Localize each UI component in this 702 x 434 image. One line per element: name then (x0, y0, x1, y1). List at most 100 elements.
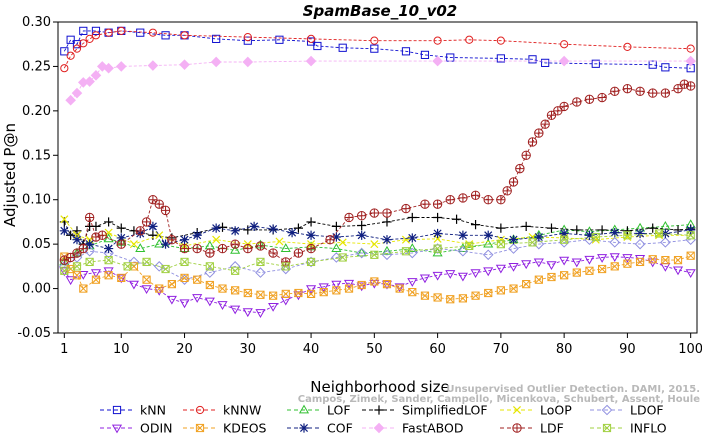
data-point (305, 55, 317, 67)
series-line (63, 255, 691, 300)
y-tick-2: 0.05 (22, 237, 58, 252)
data-point (192, 230, 202, 240)
legend-label: KDEOS (223, 421, 267, 434)
data-point (204, 267, 216, 278)
data-point (180, 273, 189, 283)
data-point (160, 205, 171, 216)
data-point (115, 61, 127, 72)
data-point (66, 51, 75, 60)
data-point (420, 199, 430, 209)
data-point (407, 278, 418, 287)
data-point (407, 212, 417, 223)
data-point (546, 110, 557, 121)
series-kdeos (60, 251, 695, 304)
data-point (230, 244, 241, 254)
data-point (72, 44, 82, 53)
data-point (180, 31, 189, 40)
data-point (306, 217, 316, 227)
data-point (275, 35, 284, 44)
data-point (660, 220, 671, 230)
legend-item-lof: LOF (287, 403, 351, 418)
data-point (395, 284, 404, 293)
data-point (559, 256, 570, 266)
x-tick-60: 60 (429, 333, 446, 357)
data-point (338, 238, 347, 247)
data-point (541, 58, 550, 67)
x-tick-label: 10 (113, 342, 130, 357)
data-point (634, 238, 646, 250)
data-point (160, 239, 171, 249)
data-point (268, 302, 279, 312)
data-point (648, 255, 657, 264)
legend-item-simplifiedlof: SimplifiedLOF (362, 403, 488, 418)
series-line (64, 239, 691, 281)
data-point (572, 225, 582, 235)
y-tick-label: 0.10 (22, 193, 51, 208)
data-point (370, 250, 379, 259)
data-point (104, 271, 113, 280)
series-line (63, 217, 691, 246)
data-point (591, 232, 600, 242)
data-point (370, 44, 379, 53)
data-point (685, 81, 696, 91)
data-point (116, 274, 127, 284)
data-point (117, 26, 126, 35)
data-point (255, 241, 266, 251)
series-ldf (59, 79, 696, 267)
data-point (597, 254, 608, 263)
y-axis-label: Adjusted P@n (1, 123, 19, 227)
y-tick-label: 0.30 (22, 15, 51, 30)
data-point (84, 76, 95, 87)
data-point (496, 240, 505, 249)
data-point (521, 150, 531, 160)
data-point (129, 240, 138, 249)
data-point (90, 70, 102, 81)
data-point (635, 228, 645, 239)
data-point (433, 212, 443, 223)
data-point (496, 286, 505, 295)
y-tick-0: -0.05 (17, 326, 58, 341)
data-point (357, 220, 367, 231)
y-tick-label: 0.25 (22, 59, 51, 74)
data-point (153, 261, 165, 272)
data-point (382, 208, 392, 218)
data-point (141, 217, 152, 227)
data-point (60, 215, 69, 224)
series-fastabod (65, 55, 696, 106)
data-point (243, 33, 252, 42)
data-point (331, 280, 342, 290)
data-point (465, 241, 474, 251)
data-point (256, 257, 265, 267)
data-point (623, 233, 632, 242)
data-point (205, 262, 214, 271)
data-point (528, 55, 537, 64)
data-point (661, 63, 670, 72)
data-point (610, 262, 619, 271)
data-point (432, 271, 443, 281)
data-point (167, 280, 176, 289)
data-point (571, 258, 582, 268)
data-point (72, 226, 82, 236)
data-point (91, 31, 101, 40)
data-point (204, 297, 215, 307)
data-point (560, 271, 569, 280)
data-point (230, 305, 241, 315)
data-point (547, 272, 556, 282)
data-point (591, 235, 600, 244)
data-point (609, 237, 621, 248)
data-point (446, 295, 455, 304)
data-point (685, 55, 696, 67)
data-point (484, 288, 493, 298)
data-point (325, 235, 335, 245)
data-point (218, 284, 227, 293)
data-point (293, 248, 304, 258)
data-point (458, 193, 468, 203)
y-tick-5: 0.20 (22, 104, 58, 119)
data-point (195, 405, 205, 415)
data-point (249, 221, 259, 231)
data-point (192, 294, 203, 303)
data-point (318, 283, 329, 293)
data-point (373, 422, 385, 434)
data-point (280, 296, 291, 306)
data-point (141, 285, 152, 294)
